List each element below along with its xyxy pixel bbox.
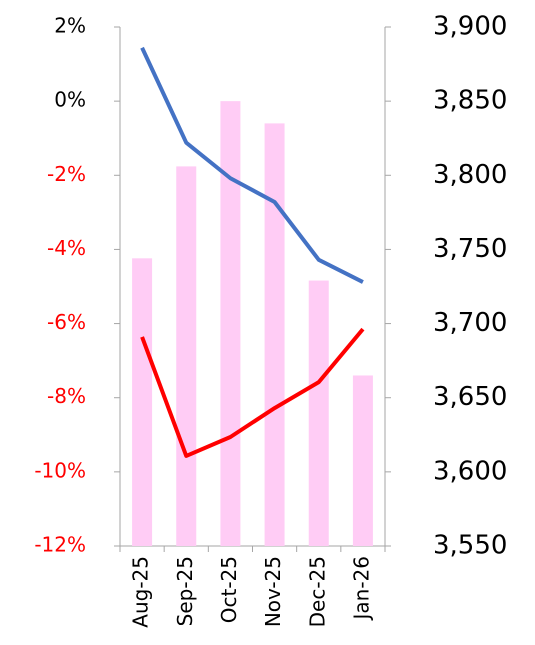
bar bbox=[132, 258, 153, 546]
bar bbox=[352, 375, 373, 546]
y-tick-label: -4% bbox=[47, 236, 86, 260]
x-tick-label: Oct-25 bbox=[217, 556, 241, 623]
y-tick-label: -12% bbox=[34, 533, 86, 557]
x-tick-label: Sep-25 bbox=[173, 556, 197, 626]
y2-tick-label: 3,650 bbox=[433, 382, 507, 412]
y2-tick-label: 3,750 bbox=[433, 234, 507, 264]
bar bbox=[264, 123, 285, 546]
line bbox=[140, 46, 364, 284]
x-tick-label: Nov-25 bbox=[261, 556, 285, 627]
bar bbox=[176, 166, 197, 547]
bar bbox=[308, 280, 329, 546]
x-tick-label: Dec-25 bbox=[305, 556, 329, 627]
y-tick-label: -8% bbox=[47, 384, 86, 408]
y2-tick-label: 3,900 bbox=[433, 12, 507, 42]
y-tick-label: -10% bbox=[34, 458, 86, 482]
y-tick-label: -2% bbox=[47, 162, 86, 186]
bar bbox=[220, 101, 241, 547]
y2-tick-label: 3,600 bbox=[433, 456, 507, 486]
line bbox=[140, 327, 365, 458]
y2-tick-label: 3,850 bbox=[433, 86, 507, 116]
y-tick-label: -6% bbox=[47, 310, 86, 334]
y2-tick-label: 3,700 bbox=[433, 308, 507, 338]
y-tick-label: 0% bbox=[54, 88, 86, 112]
x-tick-label: Jan-26 bbox=[349, 556, 373, 622]
y2-tick-label: 3,550 bbox=[433, 531, 507, 561]
x-tick-label: Aug-25 bbox=[129, 556, 153, 628]
y-tick-label: 2% bbox=[54, 14, 86, 38]
y2-tick-label: 3,800 bbox=[433, 160, 507, 190]
